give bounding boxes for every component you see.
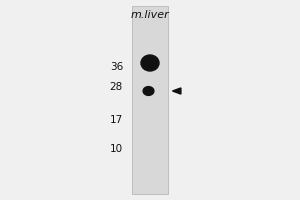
Text: 17: 17: [110, 115, 123, 125]
Text: 36: 36: [110, 62, 123, 72]
Text: 28: 28: [110, 82, 123, 92]
Polygon shape: [172, 88, 181, 94]
Text: m.liver: m.liver: [130, 10, 170, 20]
Ellipse shape: [143, 87, 154, 95]
Ellipse shape: [141, 55, 159, 71]
Bar: [132, 6, 168, 194]
Text: 10: 10: [110, 144, 123, 154]
